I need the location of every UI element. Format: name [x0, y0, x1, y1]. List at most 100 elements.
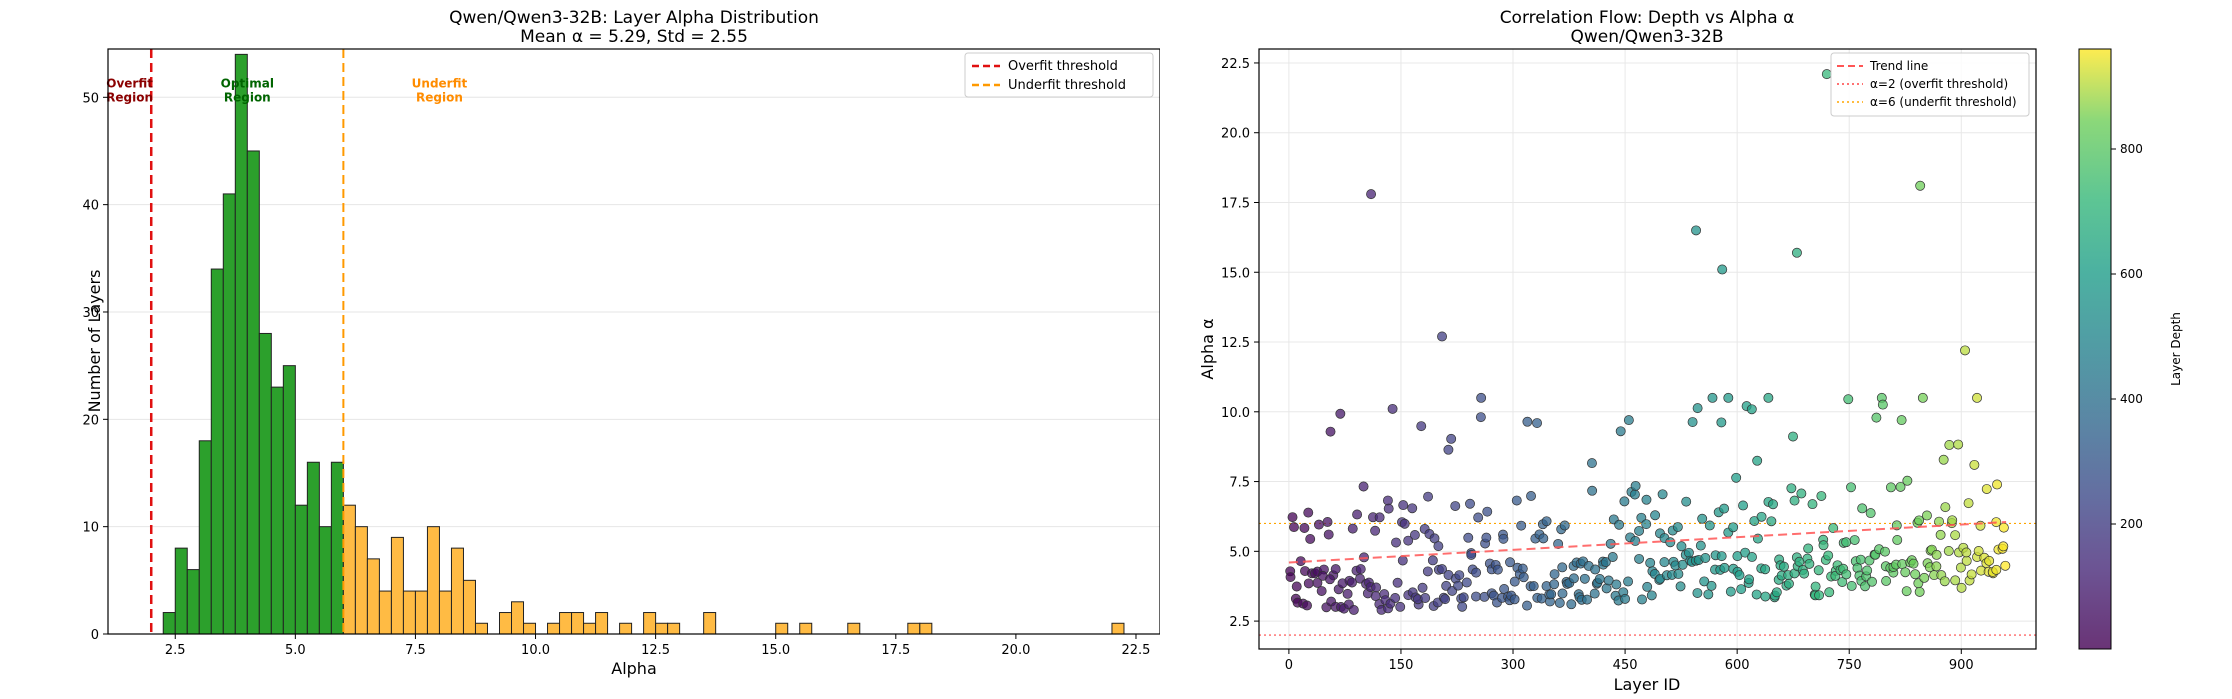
scatter-point-119 [1475, 412, 1486, 423]
scatter-point-191 [1590, 564, 1601, 575]
scatter-point-209 [1620, 593, 1631, 604]
scatter-xtick-label-5: 750 [1837, 658, 1862, 673]
depth-alpha-scatter-chart: Correlation Flow: Depth vs Alpha α Qwen/… [1198, 8, 2183, 694]
hist-bar-41 [799, 622, 813, 635]
scatter-point-370 [1877, 399, 1888, 410]
scatter-point-199 [1603, 575, 1614, 586]
hist-bar-18 [378, 590, 392, 635]
scatter-point-288 [1747, 552, 1757, 562]
scatter-point-211 [1623, 415, 1634, 426]
legend-alpha2-label: α=2 (overfit threshold) [1870, 77, 2008, 91]
scatter-point-76 [1407, 503, 1418, 514]
scatter-point-394 [1914, 586, 1925, 597]
hist-bar-35 [619, 622, 633, 635]
scatter-point-382 [1895, 481, 1906, 492]
scatter-point-408 [1939, 576, 1950, 587]
scatter-outlier-point-2 [1437, 331, 1447, 342]
hist-legend-box [964, 52, 1154, 98]
scatter-point-326 [1807, 499, 1818, 510]
scatter-point-259 [1699, 576, 1710, 587]
hist-bars [162, 53, 1125, 635]
hist-bar-15 [342, 504, 356, 635]
scatter-xtick-label-4: 600 [1725, 658, 1750, 673]
scatter-point-309 [1779, 561, 1789, 572]
scatter-point-172 [1559, 520, 1570, 531]
hist-bar-17 [366, 558, 380, 635]
scatter-point-271 [1719, 503, 1730, 514]
hist-ytick-label-5: 50 [82, 91, 99, 106]
scatter-point-442 [1992, 479, 2003, 490]
hist-ytick-label-4: 40 [82, 199, 99, 214]
scatter-point-40 [1347, 523, 1358, 534]
scatter-point-254 [1692, 403, 1703, 414]
scatter-point-117 [1471, 591, 1481, 602]
scatter-point-218 [1634, 553, 1645, 564]
scatter-xtick-label-2: 300 [1501, 658, 1526, 673]
scatter-point-85 [1420, 593, 1431, 603]
hist-xtick-label-0: 2.5 [165, 643, 186, 658]
scatter-point-82 [1416, 421, 1427, 432]
scatter-ytick-label-4: 12.5 [1221, 336, 1250, 351]
scatter-point-66 [1390, 593, 1401, 603]
hist-region-label-2-1: Region [416, 90, 463, 104]
scatter-xtick-label-3: 450 [1613, 658, 1638, 673]
hist-bar-14 [330, 461, 344, 635]
hist-bar-2 [186, 569, 200, 635]
hist-bar-13 [318, 526, 332, 635]
scatter-point-304 [1771, 587, 1782, 598]
scatter-point-325 [1804, 558, 1815, 569]
legend-alpha6-label: α=6 (underfit threshold) [1870, 95, 2017, 109]
scatter-point-420 [1956, 582, 1967, 593]
scatter-point-409 [1938, 454, 1949, 465]
scatter-point-299 [1763, 392, 1774, 403]
hist-region-label-0-0: Overfit [106, 76, 153, 90]
legend-trend-label: Trend line [1869, 59, 1928, 73]
scatter-point-264 [1707, 392, 1718, 403]
scatter-point-166 [1549, 579, 1560, 590]
hist-bar-44 [919, 622, 933, 635]
scatter-point-100 [1443, 444, 1454, 455]
scatter-y-axis: 2.5 5.0 7.5 10.0 12.5 15.0 17.5 20.0 22.5 [1221, 57, 1259, 630]
scatter-point-332 [1816, 491, 1827, 501]
hist-bar-23 [438, 590, 452, 635]
scatter-point-219 [1634, 525, 1645, 536]
scatter-point-447 [2000, 560, 2011, 571]
hist-bar-39 [703, 612, 717, 635]
scatter-point-190 [1589, 588, 1600, 599]
scatter-point-384 [1900, 567, 1911, 578]
scatter-point-367 [1871, 412, 1882, 423]
scatter-point-225 [1645, 557, 1656, 568]
hist-bar-8 [258, 332, 272, 635]
scatter-point-329 [1810, 581, 1821, 592]
scatter-point-246 [1677, 559, 1688, 570]
scatter-point-314 [1788, 431, 1798, 442]
scatter-point-148 [1522, 600, 1532, 611]
scatter-point-44 [1355, 564, 1366, 575]
scatter-legend: Trend line α=2 (overfit threshold) α=6 (… [1830, 52, 2030, 117]
scatter-point-412 [1943, 546, 1954, 556]
hist-bar-9 [270, 386, 284, 635]
scatter-point-291 [1752, 455, 1763, 466]
scatter-point-371 [1880, 546, 1890, 557]
hist-xtick-label-2: 7.5 [405, 643, 426, 658]
hist-bar-1 [174, 547, 188, 635]
scatter-point-262 [1704, 520, 1715, 531]
scatter-point-103 [1450, 501, 1461, 511]
scatter-point-194 [1594, 574, 1605, 584]
scatter-point-95 [1437, 564, 1447, 575]
scatter-point-357 [1855, 554, 1866, 565]
scatter-point-403 [1931, 561, 1942, 572]
scatter-point-233 [1657, 489, 1668, 500]
scatter-point-375 [1885, 482, 1896, 493]
scatter-point-297 [1760, 591, 1771, 602]
colorbar-tick-label-1: 400 [2120, 392, 2143, 406]
scatter-point-406 [1935, 529, 1946, 540]
scatter-y-label: Alpha α [1198, 318, 1217, 379]
scatter-outlier-point-4 [1717, 264, 1728, 275]
scatter-point-380 [1892, 535, 1903, 545]
scatter-point-263 [1706, 580, 1717, 591]
scatter-point-72 [1398, 500, 1409, 511]
scatter-point-63 [1383, 503, 1394, 514]
hist-x-label: Alpha [611, 659, 657, 678]
scatter-point-176 [1566, 599, 1577, 610]
